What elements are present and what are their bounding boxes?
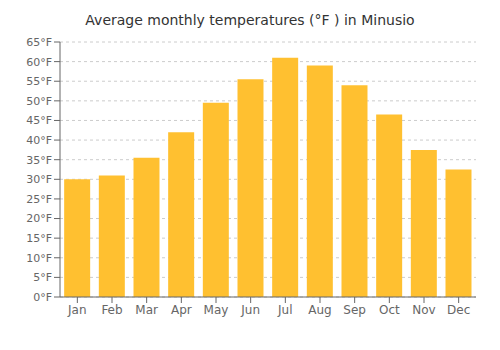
svg-text:55°F: 55°F [26, 75, 52, 88]
svg-text:Feb: Feb [101, 303, 122, 317]
svg-text:Aug: Aug [308, 303, 331, 317]
svg-text:15°F: 15°F [26, 232, 52, 245]
svg-text:Mar: Mar [135, 303, 158, 317]
svg-text:May: May [204, 303, 229, 317]
html-text:Average monthly temperatures (: Average monthly temperatures (°F ) in Mi… [85, 12, 415, 28]
svg-text:35°F: 35°F [26, 154, 52, 167]
svg-text:45°F: 45°F [26, 114, 52, 127]
svg-text:Sep: Sep [343, 303, 366, 317]
svg-text:Oct: Oct [379, 303, 400, 317]
svg-text:50°F: 50°F [26, 95, 52, 108]
svg-text:20°F: 20°F [26, 212, 52, 225]
svg-text:Jun: Jun [240, 303, 260, 317]
svg-text:0°F: 0°F [33, 291, 52, 304]
svg-text:5°F: 5°F [33, 271, 52, 284]
svg-text:10°F: 10°F [26, 252, 52, 265]
svg-text:40°F: 40°F [26, 134, 52, 147]
svg-text:60°F: 60°F [26, 56, 52, 69]
svg-text:Apr: Apr [171, 303, 192, 317]
svg-text:Dec: Dec [447, 303, 470, 317]
svg-text:Jan: Jan [67, 303, 87, 317]
svg-text:65°F: 65°F [26, 36, 52, 49]
svg-text:Nov: Nov [412, 303, 435, 317]
svg-text:30°F: 30°F [26, 173, 52, 186]
svg-text:Jul: Jul [277, 303, 292, 317]
svg-text:25°F: 25°F [26, 193, 52, 206]
